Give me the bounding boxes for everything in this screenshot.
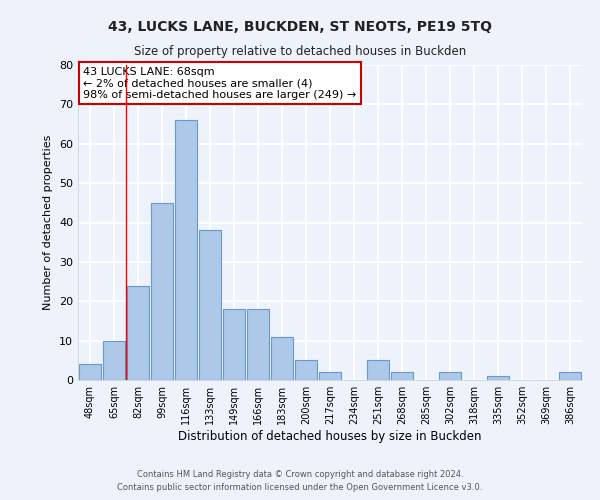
Bar (127, 286, 149, 380)
Bar (79, 364, 101, 380)
Text: Size of property relative to detached houses in Buckden: Size of property relative to detached ho… (134, 45, 466, 58)
Y-axis label: Number of detached properties: Number of detached properties (43, 135, 53, 310)
Bar (391, 372, 413, 380)
Bar (199, 230, 221, 380)
Bar (367, 360, 389, 380)
Bar (151, 203, 173, 380)
Text: 43 LUCKS LANE: 68sqm
← 2% of detached houses are smaller (4)
98% of semi-detache: 43 LUCKS LANE: 68sqm ← 2% of detached ho… (83, 66, 356, 100)
Bar (271, 336, 293, 380)
Bar (247, 309, 269, 380)
Bar (223, 309, 245, 380)
Bar (103, 340, 125, 380)
Bar (295, 360, 317, 380)
Text: 43, LUCKS LANE, BUCKDEN, ST NEOTS, PE19 5TQ: 43, LUCKS LANE, BUCKDEN, ST NEOTS, PE19 … (108, 20, 492, 34)
Bar (487, 376, 509, 380)
Text: Contains HM Land Registry data © Crown copyright and database right 2024.
Contai: Contains HM Land Registry data © Crown c… (118, 470, 482, 492)
Bar (559, 372, 581, 380)
X-axis label: Distribution of detached houses by size in Buckden: Distribution of detached houses by size … (178, 430, 482, 443)
Bar (175, 120, 197, 380)
Bar (319, 372, 341, 380)
Bar (439, 372, 461, 380)
